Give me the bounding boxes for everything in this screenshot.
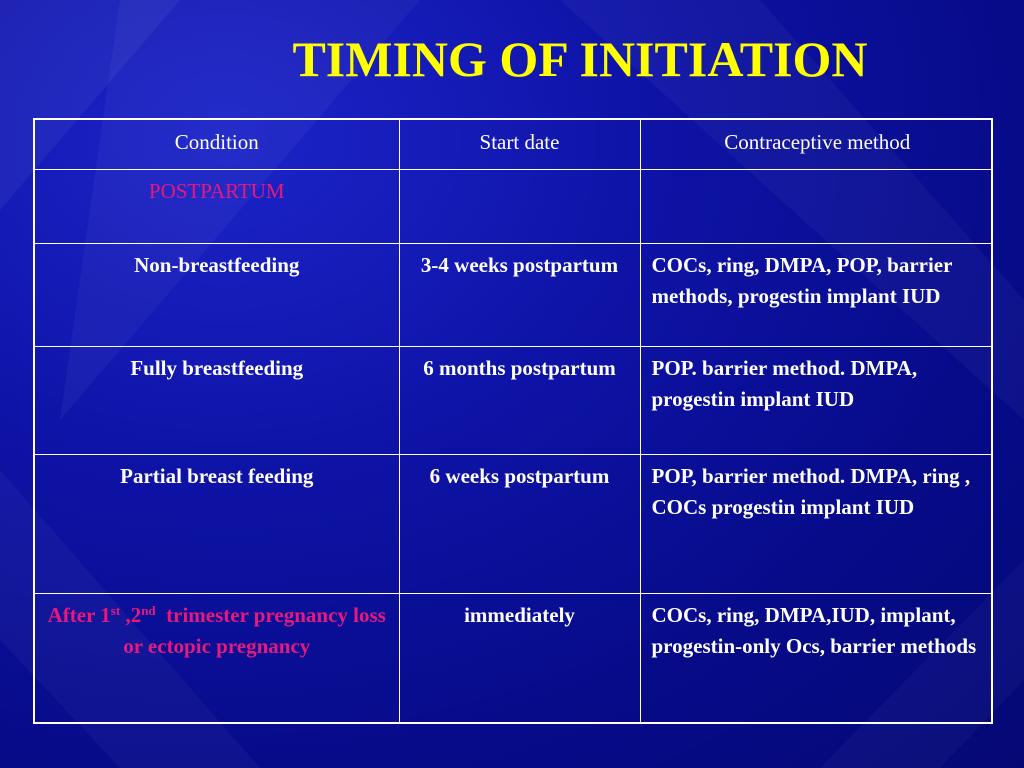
timing-table: Condition Start date Contraceptive metho…	[33, 118, 993, 724]
table-row: Non-breastfeeding 3-4 weeks postpartum C…	[33, 242, 993, 347]
cell-condition-pregnancy-loss: After 1st ,2nd trimester pregnancy loss …	[33, 592, 400, 724]
condition-text-part: After 1	[47, 602, 111, 627]
ordinal-suffix: st	[110, 602, 121, 618]
table-row-pregnancy-loss: After 1st ,2nd trimester pregnancy loss …	[33, 592, 993, 724]
cell-start-date: 6 weeks postpartum	[398, 453, 641, 594]
cell-method: POP, barrier method. DMPA, ring , COCs p…	[639, 453, 993, 594]
header-start-date: Start date	[398, 118, 641, 170]
table-header-row: Condition Start date Contraceptive metho…	[33, 118, 993, 170]
section-row-postpartum: POSTPARTUM	[33, 168, 993, 244]
table-row: Fully breastfeeding 6 months postpartum …	[33, 345, 993, 455]
header-condition: Condition	[33, 118, 400, 170]
cell-condition: Partial breast feeding	[33, 453, 400, 594]
table-row: Partial breast feeding 6 weeks postpartu…	[33, 453, 993, 594]
empty-cell	[398, 168, 641, 244]
condition-text-part: trimester pregnancy loss or ectopic preg…	[123, 602, 392, 658]
section-label-postpartum: POSTPARTUM	[33, 168, 400, 244]
ordinal-suffix: nd	[141, 602, 156, 618]
cell-start-date: 3-4 weeks postpartum	[398, 242, 641, 347]
cell-method: COCs, ring, DMPA,IUD, implant, progestin…	[639, 592, 993, 724]
cell-condition: Non-breastfeeding	[33, 242, 400, 347]
cell-start-date: immediately	[398, 592, 641, 724]
cell-start-date: 6 months postpartum	[398, 345, 641, 455]
cell-method: COCs, ring, DMPA, POP, barrier methods, …	[639, 242, 993, 347]
header-contraceptive-method: Contraceptive method	[639, 118, 993, 170]
cell-method: POP. barrier method. DMPA, progestin imp…	[639, 345, 993, 455]
slide-title: TIMING OF INITIATION	[292, 31, 868, 87]
empty-cell	[639, 168, 993, 244]
cell-condition: Fully breastfeeding	[33, 345, 400, 455]
condition-text-part: ,2	[120, 602, 142, 627]
